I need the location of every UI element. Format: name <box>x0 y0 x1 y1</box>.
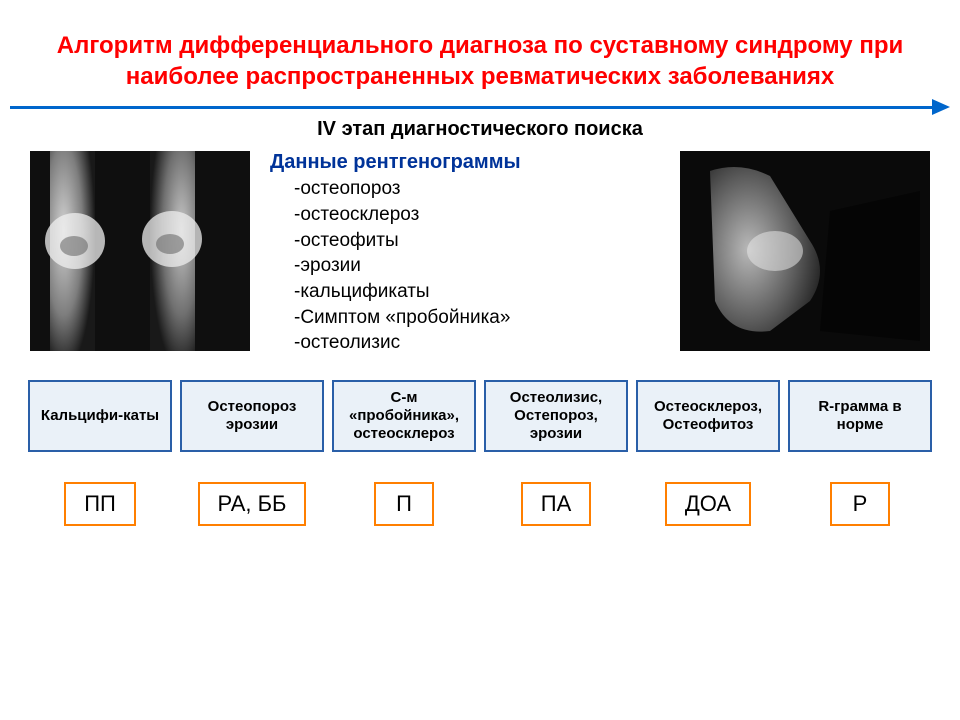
code-box: РА, ББ <box>198 482 307 526</box>
finding-box: Остеосклероз, Остеофитоз <box>636 380 780 452</box>
arrow-head-icon <box>932 99 950 115</box>
code-box: ДОА <box>665 482 751 526</box>
finding-box: Остеопороз эрозии <box>180 380 324 452</box>
codes-row: ПП РА, ББ П ПА ДОА Р <box>0 482 960 526</box>
code-box: П <box>374 482 434 526</box>
finding-boxes-row: Кальцифи-каты Остеопороз эрозии С-м «про… <box>0 380 960 452</box>
code-box: ПА <box>521 482 592 526</box>
horizontal-arrow <box>10 104 950 110</box>
finding-box: Остеолизис, Остепороз, эрозии <box>484 380 628 452</box>
finding-box: С-м «пробойника», остеосклероз <box>332 380 476 452</box>
findings-list: -остеопороз -остеосклероз -остеофиты -эр… <box>270 176 660 355</box>
list-item: -кальцификаты <box>294 279 660 305</box>
list-item: -эрозии <box>294 253 660 279</box>
finding-box: Кальцифи-каты <box>28 380 172 452</box>
xray-image-right <box>680 151 930 351</box>
code-box: ПП <box>64 482 136 526</box>
slide-title: Алгоритм дифференциального диагноза по с… <box>0 0 960 100</box>
code-box: Р <box>830 482 890 526</box>
data-heading: Данные рентгенограммы <box>270 151 660 174</box>
list-item: -остеофиты <box>294 228 660 254</box>
list-item: -остеолизис <box>294 330 660 356</box>
list-item: -остеосклероз <box>294 202 660 228</box>
xray-image-left <box>30 151 250 351</box>
arrow-shaft <box>10 106 934 109</box>
content-row: Данные рентгенограммы -остеопороз -остео… <box>0 151 960 355</box>
data-block: Данные рентгенограммы -остеопороз -остео… <box>270 151 660 355</box>
finding-box: R-грамма в норме <box>788 380 932 452</box>
list-item: -Симптом «пробойника» <box>294 305 660 331</box>
stage-subtitle: IV этап диагностического поиска <box>0 118 960 141</box>
list-item: -остеопороз <box>294 176 660 202</box>
